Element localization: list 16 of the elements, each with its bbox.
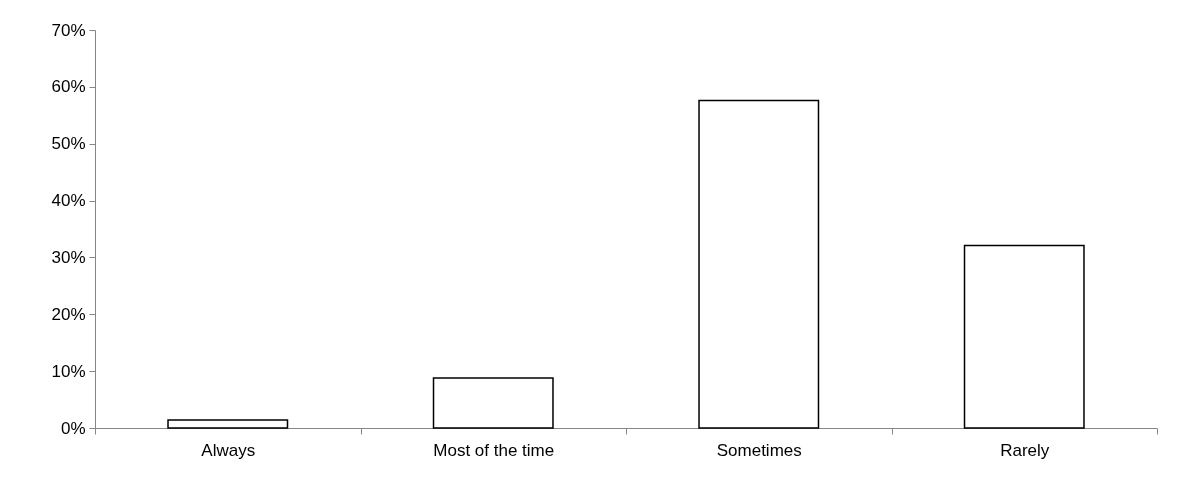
bar: [167, 419, 289, 429]
y-tick-label: 40%: [51, 191, 86, 211]
bar: [698, 99, 820, 429]
y-tick-label: 50%: [51, 134, 86, 154]
y-tick-label: 70%: [51, 20, 86, 40]
x-tick-label: Rarely: [1000, 440, 1050, 460]
bar: [432, 377, 554, 429]
y-tick-label: 0%: [60, 418, 86, 438]
bar: [963, 244, 1085, 429]
x-tick-label: Always: [201, 440, 256, 460]
y-tick-label: 60%: [51, 77, 86, 97]
y-tick-label: 30%: [51, 247, 86, 267]
y-tick-label: 20%: [51, 304, 86, 324]
x-tick-label: Sometimes: [716, 440, 802, 460]
y-tick-label: 10%: [51, 361, 86, 381]
x-tick-label: Most of the time: [433, 440, 555, 460]
